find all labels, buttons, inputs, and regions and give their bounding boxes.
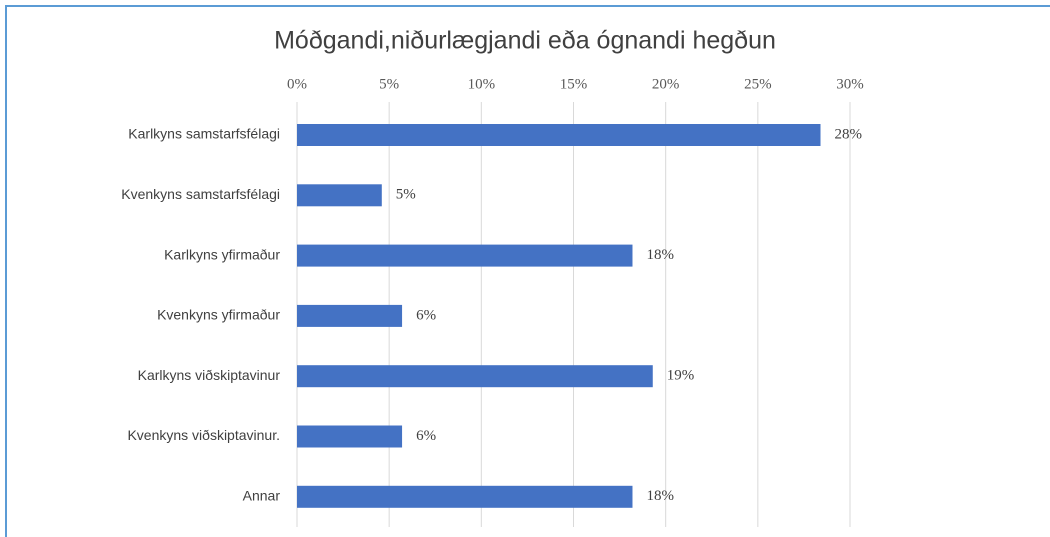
y-tick-label: Karlkyns viðskiptavinur: [138, 367, 281, 383]
x-tick-label: 0%: [287, 76, 307, 92]
value-label: 18%: [646, 247, 674, 263]
y-tick-label: Annar: [243, 488, 281, 504]
x-tick-label: 20%: [652, 76, 680, 92]
bar: [297, 244, 633, 267]
y-tick-label: Kvenkyns viðskiptavinur.: [127, 427, 280, 443]
y-tick-label: Karlkyns samstarfsfélagi: [128, 126, 280, 142]
bar: [297, 304, 403, 327]
value-label: 19%: [667, 368, 695, 384]
x-tick-label: 25%: [744, 76, 772, 92]
x-tick-label: 10%: [468, 76, 496, 92]
value-label: 18%: [646, 488, 674, 504]
bar: [297, 425, 403, 448]
bar: [297, 365, 653, 388]
y-tick-label: Karlkyns yfirmaður: [164, 246, 280, 262]
chart-title: Móðgandi,niðurlægjandi eða ógnandi hegðu…: [274, 27, 776, 55]
bar: [297, 124, 821, 146]
bar: [297, 485, 633, 508]
x-tick-label: 5%: [379, 76, 399, 92]
value-label: 5%: [396, 187, 416, 203]
bar: [297, 184, 382, 207]
frame: [5, 5, 1050, 537]
value-label: 6%: [416, 307, 436, 323]
x-tick-label: 30%: [836, 76, 864, 92]
x-tick-label: 15%: [560, 76, 588, 92]
value-label: 28%: [835, 126, 863, 142]
y-tick-label: Kvenkyns yfirmaður: [157, 307, 280, 323]
y-tick-label: Kvenkyns samstarfsfélagi: [121, 186, 280, 202]
value-label: 6%: [416, 428, 436, 444]
